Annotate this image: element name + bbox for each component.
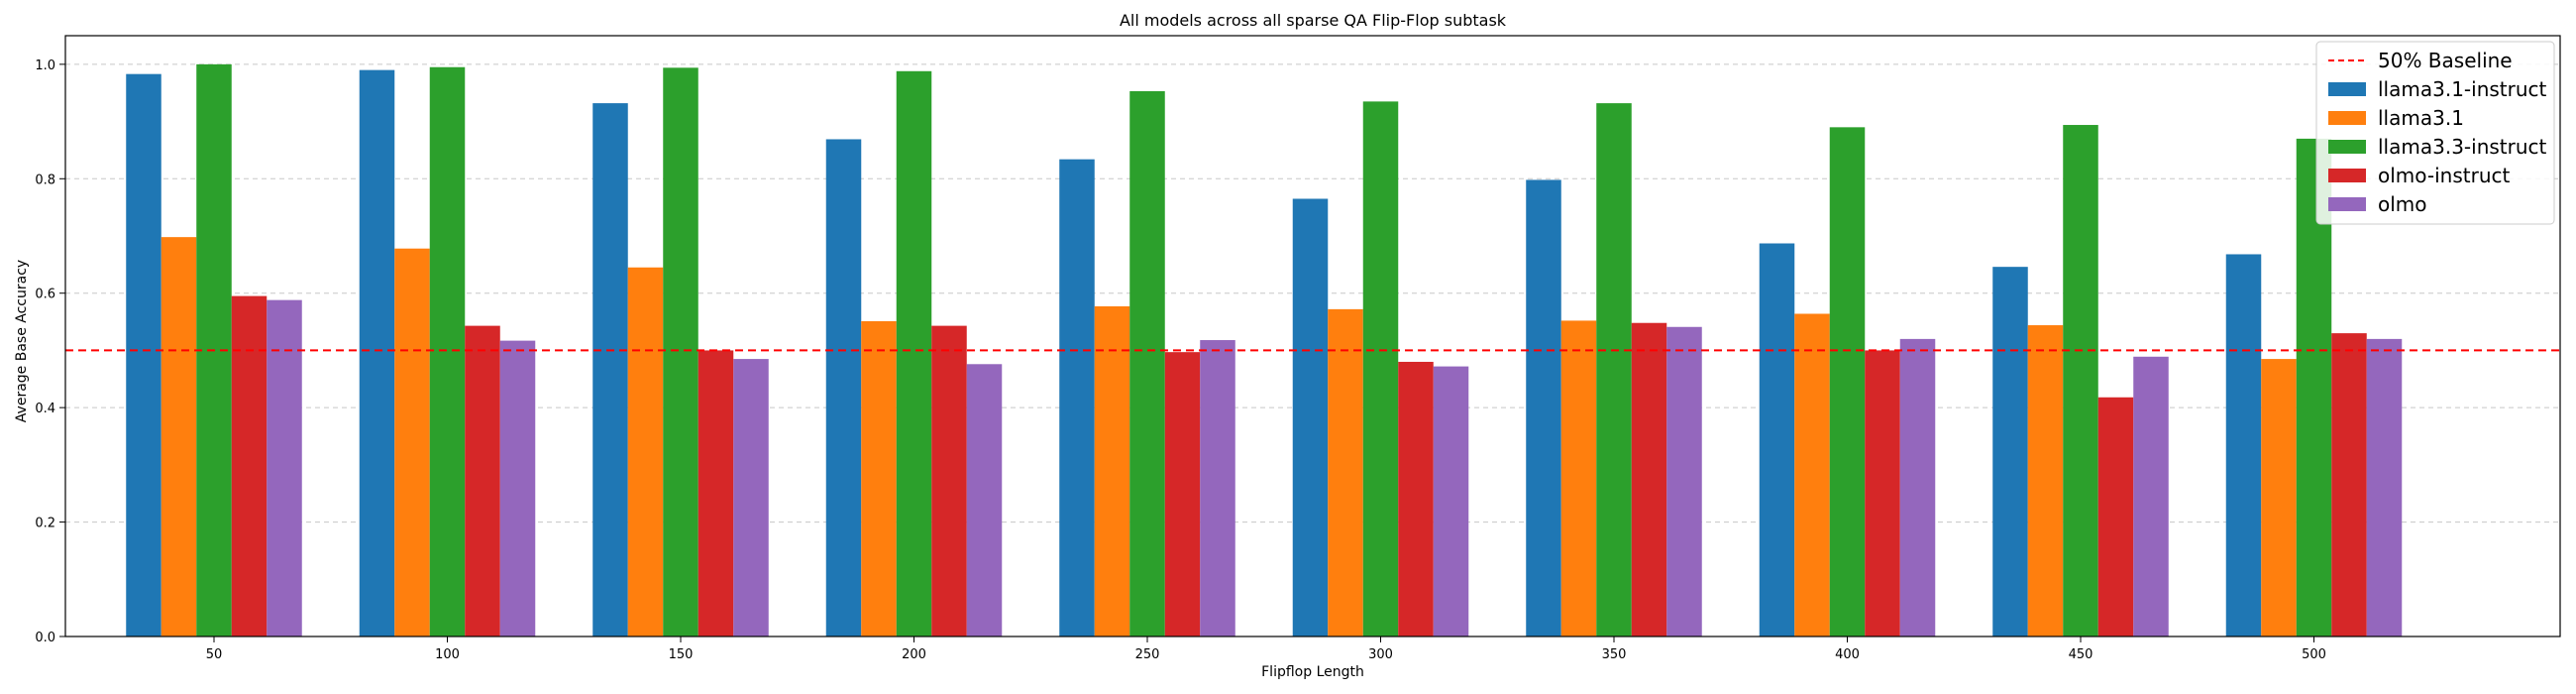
bar-llama3-1-instruct-100 [359,69,395,637]
y-tick-label: 0.6 [35,288,55,302]
bar-llama3-1-200 [861,320,897,636]
bar-olmo-instruct-450 [2097,397,2134,636]
bar-olmo-150 [733,359,769,636]
bar-llama3-3-instruct-450 [2063,125,2098,636]
y-ticks: 0.0 0.2 0.4 0.6 0.8 1.0 [35,58,65,645]
legend-label: llama3.1 [2378,106,2464,130]
x-axis-label: Flipflop Length [1261,664,1364,680]
x-tick-label: 450 [2069,647,2093,662]
bar-llama3-3-instruct-150 [663,67,698,636]
legend-label: 50% Baseline [2378,49,2513,72]
bar-olmo-instruct-200 [931,325,967,636]
bar-olmo-instruct-500 [2331,333,2367,636]
bar-llama3-3-instruct-250 [1129,90,1165,637]
y-tick-label: 0.0 [35,631,55,645]
bar-llama3-3-instruct-300 [1362,101,1399,636]
bar-llama3-1-500 [2261,359,2297,636]
y-axis-label: Average Base Accuracy [14,260,30,422]
bar-olmo-200 [966,364,1003,636]
legend-swatch [2328,169,2366,182]
bar-llama3-1-instruct-250 [1059,159,1095,637]
bar-llama3-3-instruct-100 [429,66,466,636]
x-tick-label: 400 [1835,647,1860,662]
x-tick-label: 200 [902,647,926,662]
bar-olmo-instruct-250 [1164,352,1201,636]
bar-llama3-1-50 [161,237,197,636]
bar-olmo-100 [499,340,536,636]
bar-llama3-1-instruct-500 [2225,254,2262,636]
legend-label: olmo-instruct [2378,164,2510,187]
bar-llama3-3-instruct-350 [1596,103,1632,637]
bar-olmo-400 [1899,338,1936,636]
bar-olmo-300 [1433,366,1469,636]
bar-llama3-1-300 [1328,308,1363,636]
bar-olmo-450 [2133,356,2169,636]
x-tick-label: 350 [1602,647,1627,662]
bar-llama3-1-150 [627,267,664,636]
bar-olmo-50 [267,299,302,636]
bar-llama3-1-400 [1794,313,1830,636]
bar-llama3-1-450 [2027,325,2064,636]
y-tick-label: 1.0 [35,58,55,73]
legend-label: llama3.3-instruct [2378,135,2547,159]
y-tick-label: 0.2 [35,517,55,531]
bar-olmo-instruct-300 [1398,361,1434,636]
legend-swatch [2328,111,2366,125]
bar-llama3-1-250 [1094,305,1130,636]
legend-label: olmo [2378,192,2427,216]
bar-llama3-1-instruct-50 [126,73,161,636]
legend-swatch [2328,197,2366,211]
x-ticks: 50 100 150 200 250 300 350 400 450 500 [206,636,2326,662]
x-tick-label: 100 [435,647,460,662]
bar-olmo-500 [2366,338,2403,636]
legend-swatch [2328,82,2366,96]
legend-label: llama3.1-instruct [2378,77,2547,101]
bar-olmo-instruct-400 [1865,350,1900,636]
x-tick-label: 250 [1135,647,1160,662]
bar-llama3-1-instruct-350 [1526,179,1561,636]
bar-llama3-1-100 [394,248,430,636]
legend: 50% Baseline llama3.1-instruct llama3.1 lla… [2315,41,2555,225]
bar-llama3-1-350 [1560,320,1597,636]
bar-olmo-350 [1666,326,1702,636]
x-tick-label: 50 [206,647,223,662]
bar-llama3-1-instruct-150 [592,103,628,637]
legend-box [2315,41,2555,225]
x-tick-label: 500 [2302,647,2326,662]
x-tick-label: 150 [669,647,694,662]
y-tick-label: 0.8 [35,173,55,187]
x-tick-label: 300 [1368,647,1393,662]
legend-swatch [2328,140,2366,154]
bar-llama3-1-instruct-300 [1292,198,1329,636]
plot-frame [64,35,2561,637]
bar-olmo-instruct-150 [698,350,734,636]
bar-llama3-3-instruct-200 [896,70,932,637]
bar-olmo-instruct-350 [1631,322,1667,636]
bar-llama3-3-instruct-400 [1829,127,1866,637]
chart-title: All models across all sparse QA Flip-Flo… [1120,11,1507,30]
bar-olmo-instruct-50 [231,295,268,636]
bar-llama3-1-instruct-400 [1759,243,1795,636]
y-tick-label: 0.4 [35,402,55,416]
bars [126,63,2403,637]
bar-olmo-250 [1200,340,1235,636]
bar-olmo-instruct-100 [465,325,500,636]
bar-llama3-1-instruct-200 [825,139,862,636]
bar-llama3-1-instruct-450 [1992,267,2028,636]
